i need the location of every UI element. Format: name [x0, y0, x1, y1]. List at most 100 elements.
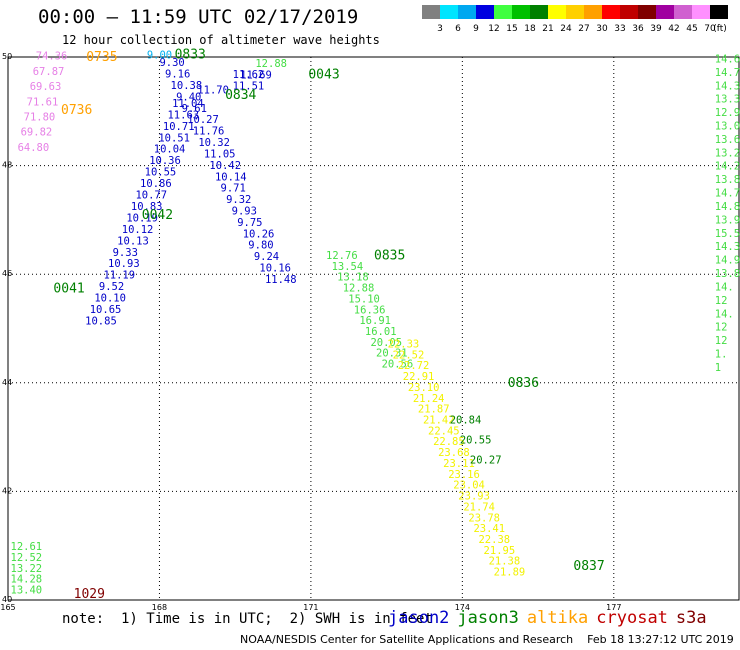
scale-label: 9 [473, 24, 479, 34]
wave-height-value: 9.61 [182, 103, 207, 115]
map-subtitle: 12 hour collection of altimeter wave hei… [62, 33, 380, 47]
latitude-tick-label: 42 [2, 486, 12, 495]
wave-height-value: 22.33 [388, 339, 420, 351]
wave-height-value: 10.42 [209, 160, 241, 172]
legend-item-jason3: jason3 [457, 608, 519, 628]
wave-height-value: 9.75 [237, 217, 262, 229]
scale-label: 27 [578, 24, 589, 34]
wave-height-value: 23.78 [468, 512, 500, 524]
wave-height-value: 23.11 [443, 458, 475, 470]
legend-item-altika: altika [526, 608, 589, 628]
scale-label: 30 [596, 24, 608, 34]
pass-time-label: 0042 [142, 208, 173, 223]
wave-height-value: 21.42 [423, 415, 455, 427]
pass-time-label: 0043 [308, 68, 339, 83]
footer-credit: NOAA/NESDIS Center for Satellite Applica… [240, 633, 734, 646]
scale-label: 36 [632, 24, 644, 34]
scale-unit: (ft) [713, 24, 727, 34]
wave-height-value: 12.88 [343, 283, 375, 295]
wave-height-value: 12.52 [11, 552, 43, 564]
wave-height-value: 20.05 [370, 337, 402, 349]
wave-height-value: 22.91 [403, 371, 435, 383]
wave-height-value: 16.36 [354, 304, 386, 316]
wave-height-value: 23.16 [448, 469, 480, 481]
scale-swatch [458, 5, 476, 19]
wave-height-value: 12.61 [11, 541, 43, 553]
wave-height-value: 21.95 [484, 545, 516, 557]
scale-swatch [584, 5, 602, 19]
wave-height-value: 11.76 [193, 126, 225, 138]
wave-height-value: 14.72 [715, 188, 740, 200]
wave-height-value: 1 [715, 362, 721, 374]
latitude-tick-label: 48 [2, 161, 12, 170]
legend-item-jason2: jason2 [388, 608, 450, 628]
wave-height-value: 9.93 [232, 205, 257, 217]
wave-height-value: 13.07 [715, 120, 740, 132]
scale-label: 24 [560, 24, 572, 34]
wave-height-value: 10.27 [187, 114, 219, 126]
pass-time-label: 1029 [74, 587, 105, 602]
legend-item-cryosat: cryosat [596, 608, 668, 628]
wave-height-value: 11.51 [233, 81, 265, 93]
scale-swatch [620, 5, 638, 19]
wave-height-value: 21.24 [413, 393, 445, 405]
wave-height-value: 14.9 [715, 255, 740, 267]
wave-height-value: 69.63 [30, 81, 62, 93]
wave-height-value: 13.22 [11, 563, 43, 575]
wave-height-value: 22.45 [428, 425, 460, 437]
wave-height-value: 9.30 [159, 57, 184, 69]
wave-height-value: 23.93 [458, 491, 490, 503]
wave-height-value: 10.16 [259, 262, 291, 274]
wave-height-value: 14.3 [715, 241, 740, 253]
wave-height-value: 11.05 [204, 148, 236, 160]
longitude-tick-label: 171 [303, 603, 318, 610]
longitude-tick-label: 174 [455, 603, 470, 610]
wave-height-value: 14.23 [715, 161, 740, 173]
wave-height-value: 11.70 [197, 84, 229, 96]
wave-height-value: 16.91 [359, 315, 391, 327]
scale-label: 33 [614, 24, 625, 34]
scale-swatch [692, 5, 710, 19]
longitude-tick-label: 165 [0, 603, 15, 610]
wave-height-value: 23.41 [473, 523, 505, 535]
longitude-tick-label: 168 [152, 603, 167, 610]
wave-height-value: 10.32 [198, 137, 230, 149]
wave-height-value: 74.36 [36, 51, 68, 63]
wave-height-value: 22.52 [393, 349, 425, 361]
wave-height-value: 13.22 [715, 147, 740, 159]
wave-height-value: 14. [715, 281, 734, 293]
scale-swatch [476, 5, 494, 19]
wave-height-value: 13.61 [715, 134, 740, 146]
pass-time-label: 0834 [225, 88, 256, 103]
pass-time-label: 0835 [374, 249, 405, 264]
wave-height-value: 10.85 [85, 315, 117, 327]
wave-height-value: 13.40 [11, 584, 43, 596]
latitude-tick-label: 50 [2, 52, 12, 61]
footer-note: note: 1) Time is in UTC; 2) SWH is in fe… [62, 611, 433, 627]
wave-height-value: 22.38 [478, 534, 510, 546]
scale-swatch [638, 5, 656, 19]
scale-swatch [494, 5, 512, 19]
wave-height-value: 23.10 [408, 382, 440, 394]
wave-height-value: 10.36 [149, 155, 181, 167]
scale-label: 45 [686, 24, 697, 34]
wave-height-value: 23.04 [453, 480, 485, 492]
wave-height-value: 10.10 [94, 293, 126, 305]
wave-height-value: 9.40 [176, 91, 201, 103]
scale-swatch [602, 5, 620, 19]
wave-height-value: 22.72 [398, 360, 430, 372]
wave-height-value: 10.38 [171, 80, 203, 92]
wave-height-value: 20.27 [470, 455, 502, 467]
wave-height-value: 10.77 [135, 190, 167, 202]
scale-label: 18 [524, 24, 536, 34]
wave-height-color-scale: 3 6 9 12 15 18 21 24 27 30 33 36 39 42 45 70(ft) [422, 5, 728, 34]
wave-height-value: 9.24 [254, 251, 279, 263]
wave-height-value: 13.30 [715, 94, 740, 106]
wave-height-value: 21.38 [489, 556, 521, 568]
wave-height-value: 21.74 [463, 501, 495, 513]
wave-height-value: 11.04 [172, 98, 204, 110]
wave-height-value: 13.54 [332, 261, 364, 273]
scale-label: 12 [488, 24, 499, 34]
wave-height-value: 15.54 [715, 228, 740, 240]
pass-time-label: 0735 [86, 50, 117, 65]
